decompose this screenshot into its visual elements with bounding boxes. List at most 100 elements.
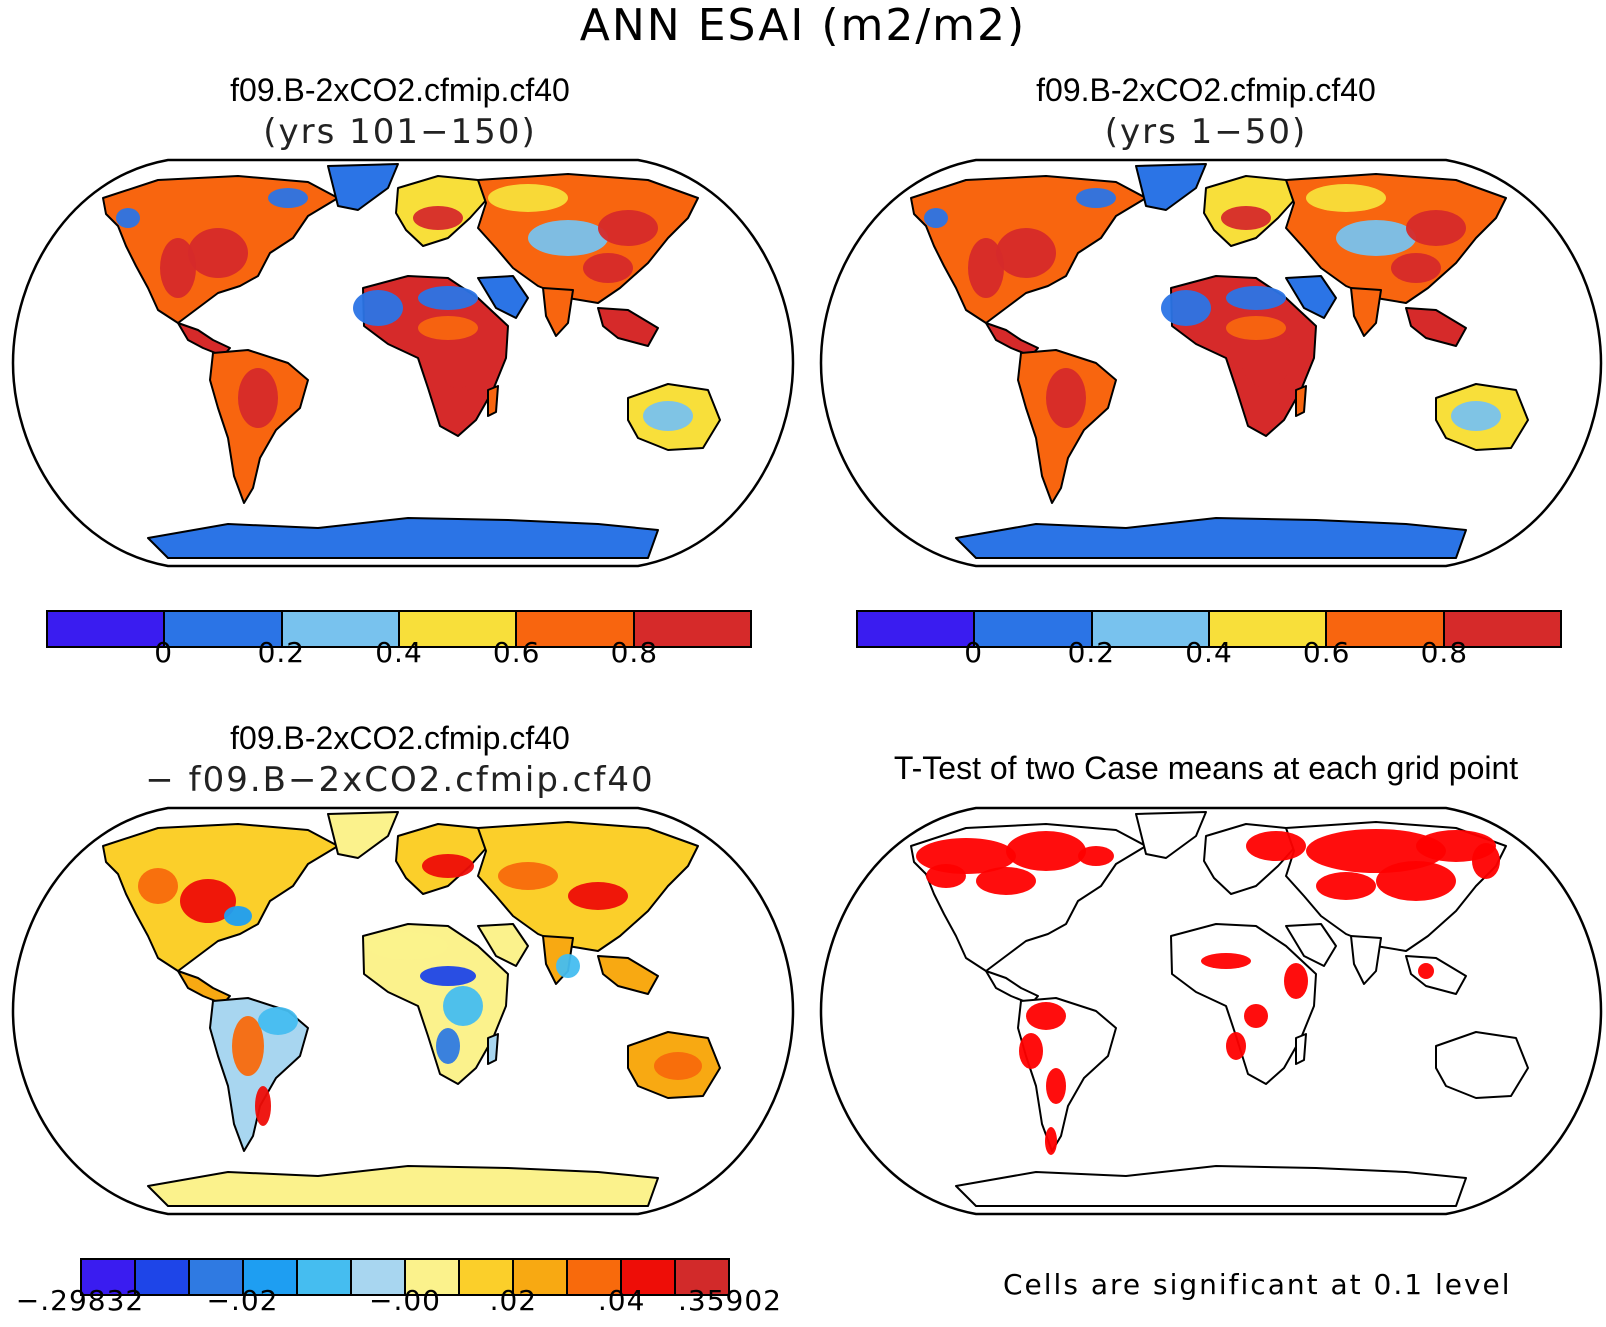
landmass-greenland [327, 163, 399, 211]
colorbar-tick-label: .04 [597, 1284, 646, 1317]
data-patch [368, 932, 448, 960]
data-patch [1284, 963, 1308, 999]
colorbar-top-left-swatch [48, 612, 166, 646]
data-patch [188, 228, 248, 278]
landmass-india [1350, 287, 1382, 337]
panel-title-top-right: f09.B-2xCO2.cfmip.cf40 [1036, 72, 1376, 108]
data-patch [1246, 831, 1306, 861]
data-patch [433, 328, 483, 388]
colorbar-tick-label: .35902 [678, 1284, 782, 1317]
colorbar-difference-swatch [244, 1260, 298, 1294]
data-patch [238, 368, 278, 428]
colorbar-top-right-swatch [1092, 612, 1210, 646]
colorbar-top-left-swatch [165, 612, 283, 646]
colorbar-top-left-swatch [399, 612, 518, 646]
colorbar-top-right-swatch [975, 612, 1093, 646]
landmass-madagascar [487, 385, 499, 417]
colorbar-difference [80, 1258, 730, 1296]
colorbar-difference-swatch [514, 1260, 568, 1294]
colorbar-top-left-swatch [282, 612, 400, 646]
data-patch [1451, 401, 1501, 431]
map-panel-top-left [11, 158, 795, 568]
landmass-madagascar [487, 1033, 499, 1065]
data-patch [968, 238, 1004, 298]
data-patch [443, 986, 483, 1026]
data-patch [1201, 953, 1251, 969]
landmass-seasia [1405, 307, 1467, 347]
data-patch [353, 290, 403, 326]
colorbar-difference-swatch [298, 1260, 352, 1294]
landmass-africa [362, 923, 509, 1085]
colorbar-top-right-swatch [1444, 612, 1560, 646]
data-patch [1019, 1033, 1043, 1069]
colorbar-top-left-swatch [517, 612, 635, 646]
data-patch [420, 966, 476, 986]
data-patch [180, 879, 236, 923]
colorbar-difference-swatch [568, 1260, 622, 1294]
data-patch [232, 1016, 264, 1076]
colorbar-tick-label: 0.6 [492, 636, 541, 669]
figure-title: ANN ESAI (m2/m2) [579, 0, 1027, 51]
data-patch [568, 882, 628, 910]
map-panel-top-right [819, 158, 1603, 568]
data-patch [598, 210, 658, 246]
landmass-antarctica [147, 1165, 659, 1207]
colorbar-tick-label: 0.8 [1420, 636, 1469, 669]
data-patch [498, 862, 558, 890]
panel-subtitle-top-right: (yrs 1−50) [1104, 112, 1308, 152]
data-patch [1472, 843, 1500, 879]
data-patch [436, 1028, 460, 1064]
data-patch [528, 220, 608, 256]
data-patch [488, 184, 568, 212]
data-patch [224, 906, 252, 926]
colorbar-tick-label: 0.8 [610, 636, 659, 669]
data-patch [1045, 1127, 1057, 1155]
data-patch [422, 854, 474, 878]
data-patch [1161, 290, 1211, 326]
landmass-madagascar [1295, 385, 1307, 417]
data-patch [1391, 253, 1441, 283]
data-patch [258, 1007, 298, 1035]
colorbar-tick-label: 0.6 [1302, 636, 1351, 669]
data-patch [926, 864, 966, 888]
data-patch [1221, 206, 1271, 230]
data-patch [1226, 316, 1286, 340]
landmass-arabia [1285, 275, 1337, 319]
landmass-greenland [1135, 811, 1207, 859]
data-patch [1316, 872, 1376, 900]
data-patch [160, 238, 196, 298]
map-panel-bottom-right [819, 806, 1603, 1216]
landmass-india [1350, 935, 1382, 985]
colorbar-difference-swatch [406, 1260, 460, 1294]
colorbar-tick-label: −.00 [369, 1284, 441, 1317]
landmass-seasia [597, 955, 659, 995]
colorbar-tick-label: 0 [154, 636, 174, 669]
data-patch [418, 316, 478, 340]
data-patch [255, 1086, 271, 1126]
data-patch [924, 208, 948, 228]
map-panel-bottom-left [11, 806, 795, 1216]
data-patch [996, 228, 1056, 278]
data-patch [1406, 210, 1466, 246]
data-patch [1046, 1068, 1066, 1104]
panel-title-top-left: f09.B-2xCO2.cfmip.cf40 [230, 72, 570, 108]
data-patch [1418, 963, 1434, 979]
landmass-arabia [477, 923, 529, 967]
data-patch [1006, 831, 1086, 871]
colorbar-top-left [46, 610, 752, 648]
data-patch [1026, 1002, 1066, 1030]
data-patch [413, 206, 463, 230]
data-patch [1078, 846, 1114, 866]
data-patch [138, 868, 178, 904]
landmass-antarctica [955, 1165, 1467, 1207]
panel-subtitle-top-left: (yrs 101−150) [263, 112, 537, 152]
colorbar-top-left-swatch [634, 612, 750, 646]
data-patch [1336, 220, 1416, 256]
landmass-india [542, 287, 574, 337]
colorbar-tick-label: 0.2 [1067, 636, 1116, 669]
significance-note: Cells are significant at 0.1 level [1003, 1268, 1512, 1301]
colorbar-tick-label: 0.2 [257, 636, 306, 669]
colorbar-top-right-swatch [858, 612, 976, 646]
data-patch [1226, 286, 1286, 310]
data-patch [268, 188, 308, 208]
